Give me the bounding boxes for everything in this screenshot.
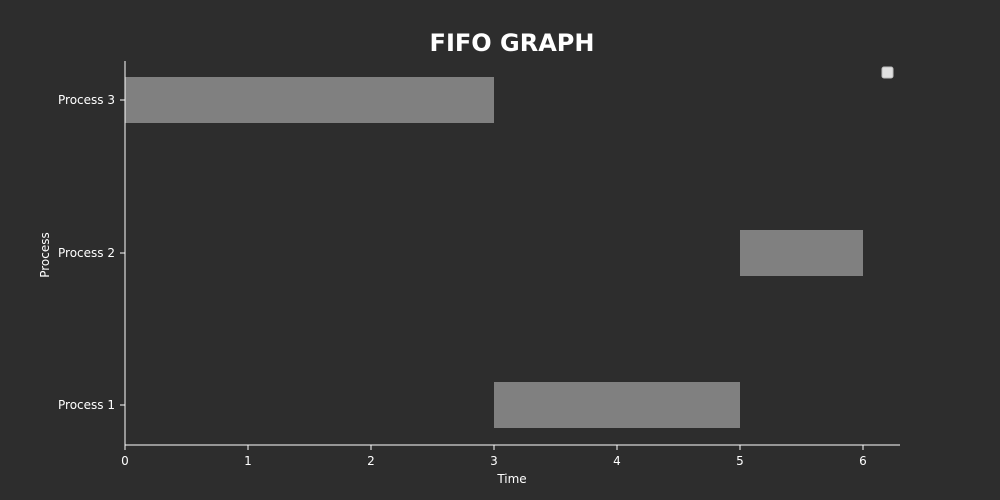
x-tick-label: 3 <box>490 454 498 468</box>
bar-process-2 <box>740 230 863 276</box>
x-axis-label: Time <box>496 472 526 486</box>
x-tick-label: 5 <box>736 454 744 468</box>
chart-title: FIFO GRAPH <box>430 29 595 57</box>
bar-process-3 <box>125 77 494 123</box>
x-tick-label: 6 <box>859 454 867 468</box>
bars-layer <box>125 77 863 428</box>
x-tick-label: 1 <box>244 454 252 468</box>
y-axis-label: Process <box>38 232 52 278</box>
y-ticks-layer: Process 1 Process 2 Process 3 <box>58 93 125 412</box>
x-tick-label: 2 <box>367 454 375 468</box>
x-tick-label: 0 <box>121 454 129 468</box>
x-ticks-layer: 0 1 2 3 4 5 6 <box>121 445 867 468</box>
y-tick-label: Process 1 <box>58 398 115 412</box>
y-tick-label: Process 3 <box>58 93 115 107</box>
bar-process-1 <box>494 382 740 428</box>
legend-box <box>881 66 894 79</box>
y-tick-label: Process 2 <box>58 246 115 260</box>
x-tick-label: 4 <box>613 454 621 468</box>
